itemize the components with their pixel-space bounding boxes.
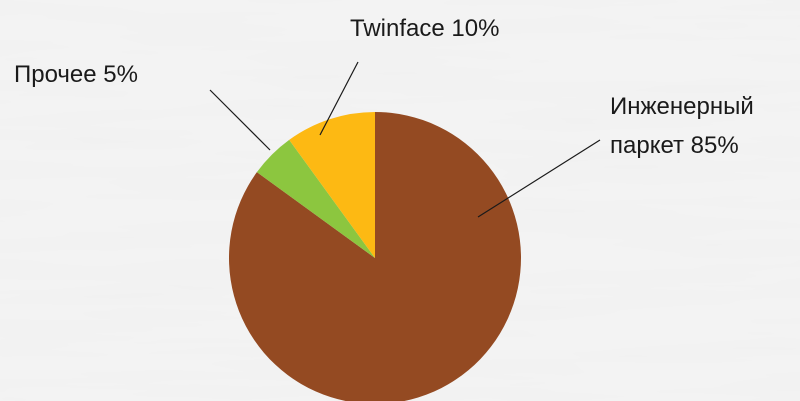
slice-label-ingenerny-line2: паркет 85%: [610, 132, 739, 159]
slice-label-ingenerny-line1: Инженерный: [610, 93, 754, 120]
pie-slice-ingenerny-parket: [229, 112, 521, 401]
pie-slice-prochee: [256, 139, 375, 258]
leader-line-ingenerny: [477, 139, 601, 218]
slice-label-twinface: Twinface 10%: [350, 15, 499, 42]
slice-label-prochee: Прочее 5%: [14, 61, 138, 88]
pie-slice-twinface: [289, 112, 375, 258]
pie-slices: [229, 112, 521, 401]
leader-line-twinface: [319, 61, 359, 136]
leader-line-prochee: [209, 89, 271, 151]
